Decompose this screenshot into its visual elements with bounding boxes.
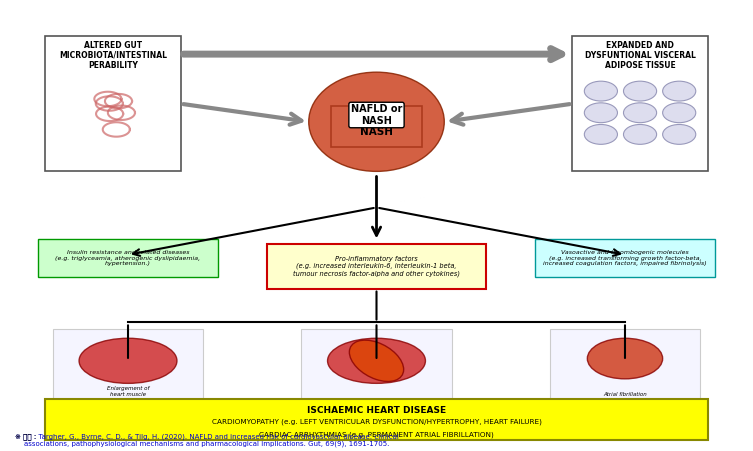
Text: CARDIAC ARRHYTHMIAS (e.g. PERMANENT ATRIAL FIBRILLATION): CARDIAC ARRHYTHMIAS (e.g. PERMANENT ATRI… xyxy=(259,431,494,437)
Ellipse shape xyxy=(587,338,663,379)
Circle shape xyxy=(623,124,657,144)
Text: Enlargement of
heart muscle: Enlargement of heart muscle xyxy=(107,386,149,397)
FancyBboxPatch shape xyxy=(45,399,708,440)
FancyBboxPatch shape xyxy=(301,329,452,399)
FancyBboxPatch shape xyxy=(267,244,486,289)
Circle shape xyxy=(584,81,617,101)
Text: ISCHAEMIC HEART DISEASE: ISCHAEMIC HEART DISEASE xyxy=(307,406,446,415)
Text: Atrial fibrillation: Atrial fibrillation xyxy=(603,392,647,397)
FancyBboxPatch shape xyxy=(550,329,700,399)
Circle shape xyxy=(663,81,696,101)
FancyBboxPatch shape xyxy=(38,239,218,277)
Ellipse shape xyxy=(328,338,425,383)
Circle shape xyxy=(663,124,696,144)
Text: associations, pathophysiological mechanisms and pharmacological implications. Gu: associations, pathophysiological mechani… xyxy=(15,441,389,447)
Text: NAFLD or
NASH: NAFLD or NASH xyxy=(351,104,402,126)
Text: ALTERED GUT
MICROBIOTA/INTESTINAL
PERABILITY: ALTERED GUT MICROBIOTA/INTESTINAL PERABI… xyxy=(59,41,167,70)
FancyBboxPatch shape xyxy=(53,329,203,399)
Ellipse shape xyxy=(79,338,177,383)
Ellipse shape xyxy=(349,340,404,382)
Circle shape xyxy=(623,81,657,101)
Text: ※ 출처 : Targher, G., Byrne, C. D., & Tilg, H. (2020). NAFLD and increased risk of: ※ 출처 : Targher, G., Byrne, C. D., & Tilg… xyxy=(15,433,399,440)
Circle shape xyxy=(584,124,617,144)
Circle shape xyxy=(663,103,696,123)
Text: Insulin resistance and related diseases
(e.g. triglyceamia, atherogenic dyslipid: Insulin resistance and related diseases … xyxy=(56,250,200,267)
Circle shape xyxy=(623,103,657,123)
Text: EXPANDED AND
DYSFUNTIONAL VISCERAL
ADIPOSE TISSUE: EXPANDED AND DYSFUNTIONAL VISCERAL ADIPO… xyxy=(584,41,696,70)
Ellipse shape xyxy=(309,72,444,171)
FancyBboxPatch shape xyxy=(331,106,422,147)
FancyBboxPatch shape xyxy=(535,239,715,277)
Text: ※ 출처 :: ※ 출처 : xyxy=(15,433,38,440)
FancyBboxPatch shape xyxy=(45,36,181,171)
Text: CARDIOMYOPATHY (e.g. LEFT VENTRICULAR DYSFUNCTION/HYPERTROPHY, HEART FAILURE): CARDIOMYOPATHY (e.g. LEFT VENTRICULAR DY… xyxy=(212,419,541,425)
Text: NAFLD or
NASH: NAFLD or NASH xyxy=(349,115,404,137)
Circle shape xyxy=(584,103,617,123)
FancyBboxPatch shape xyxy=(572,36,708,171)
Text: Pro-inflammatory factors
(e.g. increased interleukin-6, interleukin-1 beta,
tumo: Pro-inflammatory factors (e.g. increased… xyxy=(293,255,460,277)
Text: Vasoactive and thrombogenic molecules
(e.g. increased transforming growth factor: Vasoactive and thrombogenic molecules (e… xyxy=(543,250,707,267)
